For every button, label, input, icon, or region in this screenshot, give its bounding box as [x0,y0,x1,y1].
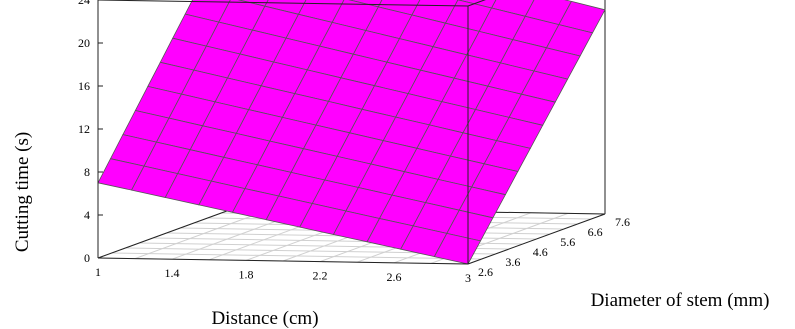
z-tick-label: 16 [78,79,90,93]
x-tick-label: 2.6 [387,270,402,284]
y-tick-label: 7.6 [615,215,630,229]
surface-patch [433,232,482,265]
surface-mesh [97,0,606,265]
x-tick-label: 3 [465,271,471,285]
z-tick-label: 24 [78,0,90,7]
y-tick-label: 2.6 [478,265,493,279]
x-tick-label: 1 [95,265,101,279]
box-edge [467,213,606,265]
x-tick-label: 1.4 [165,266,180,280]
box-edge [97,0,469,7]
y-tick-label: 4.6 [533,245,548,259]
z-tick-label: 4 [84,208,90,222]
z-tick-label: 12 [78,122,90,136]
z-tick-label: 0 [84,251,90,265]
y-tick-label: 5.6 [560,235,575,249]
x-tick-label: 1.8 [239,267,254,281]
z-tick-label: 8 [84,165,90,179]
tick-labels: 0 4 8 12 16 20 24 1 1.4 1.8 2.2 2.6 3 2.6 3.6 4.6 5.6 6.6… [78,0,630,285]
z-tick-label: 20 [78,36,90,50]
y-tick-label: 3.6 [505,255,520,269]
x-tick-label: 2.2 [313,269,328,283]
x-axis-title: Distance (cm) [211,308,318,329]
box-edge [97,207,236,259]
box-edge [97,257,469,265]
y-tick-label: 6.6 [588,225,603,239]
z-axis-title: Cutting time (s) [12,132,33,252]
y-axis-title: Diameter of stem (mm) [591,290,770,311]
